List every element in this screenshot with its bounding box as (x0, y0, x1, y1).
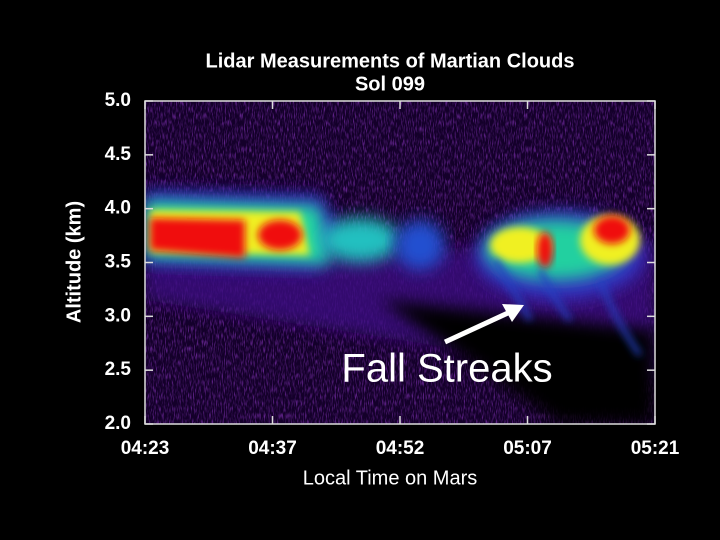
x-axis-label: Local Time on Mars (303, 467, 478, 489)
y-tick-label: 4.5 (105, 144, 132, 165)
x-tick-label: 05:21 (631, 438, 680, 459)
annotation: Fall Streaks (341, 347, 552, 391)
y-tick-label: 3.5 (105, 252, 132, 273)
y-tick-label: 2.5 (105, 359, 132, 380)
x-tick-label: 04:23 (121, 438, 170, 459)
y-tick-label: 5.0 (105, 90, 131, 111)
y-tick-label: 4.0 (105, 198, 131, 219)
y-tick-label: 2.0 (105, 413, 131, 434)
x-tick-label: 04:52 (376, 438, 425, 459)
y-tick-label: 3.0 (105, 305, 131, 326)
lidar-image (145, 101, 655, 424)
annotation-arrow (443, 309, 512, 345)
chart-subtitle: Sol 099 (355, 73, 425, 95)
chart-title: Lidar Measurements of Martian Clouds (206, 50, 575, 72)
annotation-arrowhead (502, 304, 524, 322)
x-tick-label: 04:37 (248, 438, 297, 459)
y-axis-label: Altitude (km) (63, 201, 85, 323)
x-tick-label: 05:07 (503, 438, 552, 459)
